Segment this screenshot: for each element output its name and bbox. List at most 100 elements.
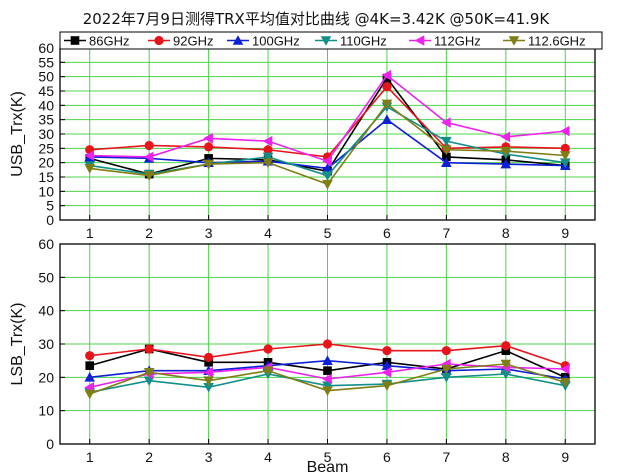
lsb-x-tick-label: 3 [205,449,213,465]
usb-point-112.6GHz-beam-1 [84,164,96,174]
legend-label-86GHz: 86GHz [89,34,129,49]
usb-point-92GHz-beam-9 [560,143,570,153]
legend-marker-112.6GHz [508,36,520,46]
usb-y-tick-label: 0 [46,212,54,228]
lsb-trx-panel: 1 2 3 4 5 6 7 8 9 0 10 20 30 40 50 60 LSB_Trx(K) Beam [9,236,596,476]
lsb-point-112GHz-beam-3 [203,367,213,378]
legend-label-110GHz: 110GHz [340,34,387,49]
usb-x-tick-label: 5 [324,225,332,241]
usb-point-92GHz-beam-4 [263,145,273,155]
usb-x-tick-label: 7 [442,225,450,241]
lsb-x-tick-label: 2 [145,449,153,465]
lsb-point-110GHz-beam-7 [441,373,452,383]
usb-y-tick-label: 10 [38,183,54,199]
usb-y-tick-label: 5 [46,198,54,214]
lsb-y-axis-label: LSB_Trx(K) [9,303,26,386]
legend-marker-100GHz [232,35,244,45]
usb-point-112GHz-beam-9 [559,125,570,137]
usb-point-100GHz-beam-8 [500,158,512,169]
usb-point-112.6GHz-beam-2 [143,171,155,181]
usb-x-tick-label: 3 [205,225,213,241]
usb-x-tick-label: 6 [383,225,391,241]
usb-point-112.6GHz-beam-9 [559,151,571,161]
lsb-point-110GHz-beam-8 [500,369,512,380]
lsb-point-112GHz-beam-6 [381,367,392,378]
usb-point-110GHz-beam-4 [262,152,274,163]
lsb-point-86GHz-beam-5 [323,366,332,375]
usb-y-tick-label: 20 [38,155,54,171]
usb-trx-panel: 1 2 3 4 5 6 7 8 9051015202530354045505560USB_Trx… [9,40,596,241]
usb-y-tick-label: 35 [38,112,54,128]
usb-point-92GHz-beam-6 [382,82,392,92]
usb-y-tick-label: 30 [38,126,54,142]
legend-label-112GHz: 112GHz [434,34,481,49]
usb-y-tick-label: 45 [38,83,54,99]
usb-point-112.6GHz-beam-8 [500,146,512,157]
lsb-x-tick-label: 8 [502,449,510,465]
lsb-point-92GHz-beam-4 [263,344,273,354]
usb-x-tick-label: 1 [86,225,94,241]
lsb-point-112.6GHz-beam-4 [262,366,274,376]
usb-point-86GHz-beam-7 [442,152,451,162]
lsb-point-92GHz-beam-6 [382,346,392,356]
lsb-point-100GHz-beam-1 [84,372,96,382]
lsb-point-112.6GHz-beam-3 [203,376,214,386]
lsb-x-tick-label: 7 [442,449,450,465]
lsb-point-92GHz-beam-7 [441,346,451,356]
lsb-x-tick-label: 6 [383,449,391,465]
usb-point-112GHz-beam-8 [500,131,511,143]
lsb-point-112.6GHz-beam-8 [500,359,512,370]
usb-y-axis-label: USB_Trx(K) [9,91,26,177]
usb-y-tick-label: 40 [38,97,54,113]
lsb-point-112GHz-beam-5 [322,373,332,385]
lsb-y-tick-label: 50 [38,269,54,285]
lsb-x-tick-label: 4 [264,449,272,465]
legend-marker-86GHz [70,36,80,45]
legend-label-92GHz: 92GHz [173,34,213,49]
usb-point-100GHz-beam-7 [441,157,452,167]
lsb-y-tick-label: 60 [38,236,54,252]
lsb-point-112.6GHz-beam-5 [322,386,333,396]
usb-point-112.6GHz-beam-5 [322,179,333,190]
usb-point-112GHz-beam-4 [262,135,273,147]
usb-point-110GHz-beam-9 [559,158,571,168]
usb-point-112GHz-beam-3 [203,133,213,144]
legend: 86GHz 92GHz 100GHz 110GHz 112GHz 112.6GHz [59,31,603,50]
lsb-point-112.6GHz-beam-1 [84,389,96,400]
lsb-point-100GHz-beam-5 [322,355,333,365]
lsb-point-92GHz-beam-5 [322,339,333,349]
lsb-point-110GHz-beam-5 [322,381,333,391]
lsb-point-110GHz-beam-2 [143,376,155,386]
lsb-y-tick-label: 40 [38,303,54,319]
usb-x-tick-label: 8 [502,225,510,241]
usb-point-92GHz-beam-2 [144,140,154,151]
usb-point-100GHz-beam-5 [322,163,333,173]
lsb-y-tick-label: 0 [46,436,54,452]
lsb-x-tick-label: 1 [86,449,94,465]
usb-y-tick-label: 25 [38,140,54,156]
lsb-y-tick-label: 10 [38,403,54,419]
usb-point-112GHz-beam-5 [322,155,332,167]
lsb-point-92GHz-beam-1 [85,351,95,361]
lsb-point-112.6GHz-beam-9 [559,378,571,388]
usb-point-112.6GHz-beam-3 [203,159,214,170]
usb-point-100GHz-beam-6 [381,114,393,124]
usb-point-112.6GHz-beam-7 [441,145,452,156]
legend-label-100GHz: 100GHz [252,34,300,49]
lsb-plot-frame [59,243,596,445]
lsb-x-tick-label: 5 [324,449,332,465]
usb-x-tick-label: 9 [561,225,569,241]
usb-x-tick-label: 2 [145,225,153,241]
legend-label-112.6GHz: 112.6GHz [528,34,586,49]
usb-point-112GHz-beam-1 [84,150,95,161]
usb-y-tick-label: 55 [38,54,54,70]
usb-point-112GHz-beam-7 [441,117,451,128]
lsb-point-92GHz-beam-2 [144,344,154,354]
lsb-point-86GHz-beam-8 [501,346,511,355]
lsb-point-86GHz-beam-3 [204,358,213,367]
lsb-x-axis-label: Beam [307,459,349,476]
usb-point-110GHz-beam-7 [441,136,452,147]
usb-point-92GHz-beam-3 [204,142,214,152]
lsb-point-112.6GHz-beam-7 [441,364,452,375]
usb-y-tick-label: 50 [38,69,54,85]
